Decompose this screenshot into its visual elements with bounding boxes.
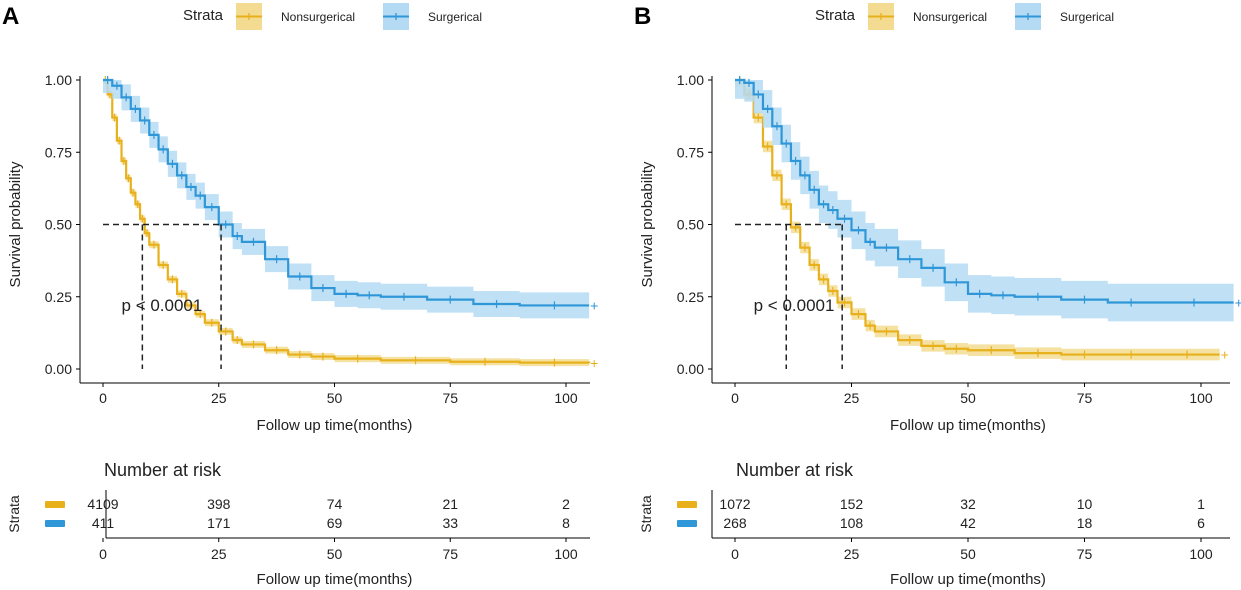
confidence-band — [103, 80, 590, 367]
risk-x-tick-label: 0 — [731, 546, 739, 562]
risk-table-ylabel: Strata — [638, 495, 654, 533]
y-axis-title: Survival probability — [639, 161, 656, 287]
risk-cell: 2 — [562, 496, 570, 512]
series-nonsurgerical: + — [103, 76, 598, 371]
legend: Strata Nonsurgerical Surgerical — [815, 3, 1114, 30]
legend-entry: Nonsurgerical — [913, 10, 987, 24]
risk-cell: 171 — [207, 515, 231, 531]
median-lines — [735, 223, 843, 369]
risk-row-key — [45, 520, 65, 527]
risk-x-tick-label: 75 — [442, 546, 458, 562]
panel-label: A — [2, 3, 19, 30]
risk-cell: 10 — [1077, 496, 1093, 512]
y-tick-label: 0.50 — [45, 217, 72, 233]
panel-label: B — [634, 3, 651, 30]
risk-cell: 1072 — [719, 496, 750, 512]
censor-end-mark: + — [590, 355, 598, 371]
x-tick-label: 0 — [99, 390, 107, 406]
y-tick-label: 0.00 — [677, 361, 704, 377]
risk-cell: 398 — [207, 496, 231, 512]
legend: Strata Nonsurgerical Surgerical — [183, 3, 482, 30]
x-axis-title: Follow up time(months) — [890, 417, 1046, 434]
series-surgerical: + — [735, 76, 1241, 322]
risk-x-axis-title: Follow up time(months) — [890, 571, 1046, 588]
legend-title: Strata — [183, 7, 224, 24]
risk-cell: 42 — [960, 515, 976, 531]
censor-end-mark: + — [1221, 347, 1229, 363]
y-tick-label: 1.00 — [45, 72, 72, 88]
y-axis-title: Survival probability — [7, 161, 24, 287]
panel-b: B Strata Nonsurgerical Surgerical0.000.250.… — [634, 3, 1241, 588]
risk-table-title: Number at risk — [104, 460, 222, 480]
x-tick-label: 75 — [442, 390, 458, 406]
legend-entry: Surgerical — [428, 10, 482, 24]
y-tick-label: 1.00 — [677, 72, 704, 88]
risk-row-key — [677, 520, 697, 527]
y-tick-label: 0.50 — [677, 217, 704, 233]
risk-cell: 69 — [327, 515, 343, 531]
risk-x-tick-label: 25 — [211, 546, 227, 562]
risk-cell: 32 — [960, 496, 976, 512]
risk-x-tick-label: 50 — [327, 546, 343, 562]
y-tick-label: 0.75 — [677, 144, 704, 160]
risk-cell: 74 — [327, 496, 343, 512]
y-tick-label: 0.00 — [45, 361, 72, 377]
risk-cell: 152 — [840, 496, 864, 512]
survival-curve — [103, 78, 591, 364]
x-tick-label: 0 — [731, 390, 739, 406]
legend-entry: Surgerical — [1060, 10, 1114, 24]
y-tick-label: 0.75 — [45, 144, 72, 160]
x-tick-label: 25 — [211, 390, 227, 406]
risk-cell: 4109 — [87, 496, 118, 512]
risk-cell: 1 — [1197, 496, 1205, 512]
risk-cell: 268 — [723, 515, 747, 531]
censor-end-mark: + — [1235, 295, 1241, 311]
risk-x-tick-label: 100 — [1189, 546, 1213, 562]
confidence-band — [735, 80, 1234, 322]
p-value: p < 0.0001 — [122, 296, 203, 315]
risk-x-tick-label: 50 — [960, 546, 976, 562]
median-lines — [103, 223, 222, 369]
x-tick-label: 50 — [327, 390, 343, 406]
risk-cell: 6 — [1197, 515, 1205, 531]
legend-title: Strata — [815, 7, 856, 24]
x-tick-label: 75 — [1077, 390, 1093, 406]
survival-curve — [103, 78, 590, 307]
legend-entry: Nonsurgerical — [281, 10, 355, 24]
risk-x-tick-label: 75 — [1077, 546, 1093, 562]
survival-curve — [735, 78, 1220, 356]
risk-table: Number at risk Strata 1072 152 32 10 1 268 108 42… — [638, 460, 1230, 588]
risk-table: Number at risk Strata 4109 398 74 21 2 411 171 69… — [6, 460, 590, 588]
x-axis-title: Follow up time(months) — [257, 417, 413, 434]
axes: 0.00 0.25 0.50 0.75 1.00 0 25 50 75 100 Survival p… — [639, 72, 1230, 434]
survival-curve — [735, 78, 1234, 304]
x-tick-label: 50 — [960, 390, 976, 406]
risk-cell: 411 — [92, 515, 115, 531]
x-tick-label: 100 — [554, 390, 578, 406]
censor-end-mark: + — [590, 297, 598, 313]
x-tick-label: 25 — [844, 390, 860, 406]
x-tick-label: 100 — [1189, 390, 1213, 406]
y-tick-label: 0.25 — [677, 289, 704, 305]
risk-x-tick-label: 100 — [554, 546, 578, 562]
risk-cell: 33 — [442, 515, 458, 531]
axes: 0.00 0.25 0.50 0.75 1.00 0 25 50 75 100 Survival p… — [7, 72, 590, 434]
risk-row-key — [45, 501, 65, 508]
risk-cell: 18 — [1077, 515, 1093, 531]
risk-x-tick-label: 0 — [99, 546, 107, 562]
risk-cell: 108 — [840, 515, 864, 531]
series-nonsurgerical: + — [735, 76, 1229, 363]
risk-row-key — [677, 501, 697, 508]
panel-a: A Strata Nonsurgerical Surgerical0.000.250.… — [2, 3, 598, 588]
series-surgerical: + — [103, 76, 598, 319]
risk-cell: 8 — [562, 515, 570, 531]
y-tick-label: 0.25 — [45, 289, 72, 305]
risk-table-title: Number at risk — [736, 460, 854, 480]
p-value: p < 0.0001 — [754, 296, 835, 315]
risk-table-ylabel: Strata — [6, 495, 22, 533]
risk-x-tick-label: 25 — [844, 546, 860, 562]
risk-cell: 21 — [442, 496, 458, 512]
risk-x-axis-title: Follow up time(months) — [257, 571, 413, 588]
